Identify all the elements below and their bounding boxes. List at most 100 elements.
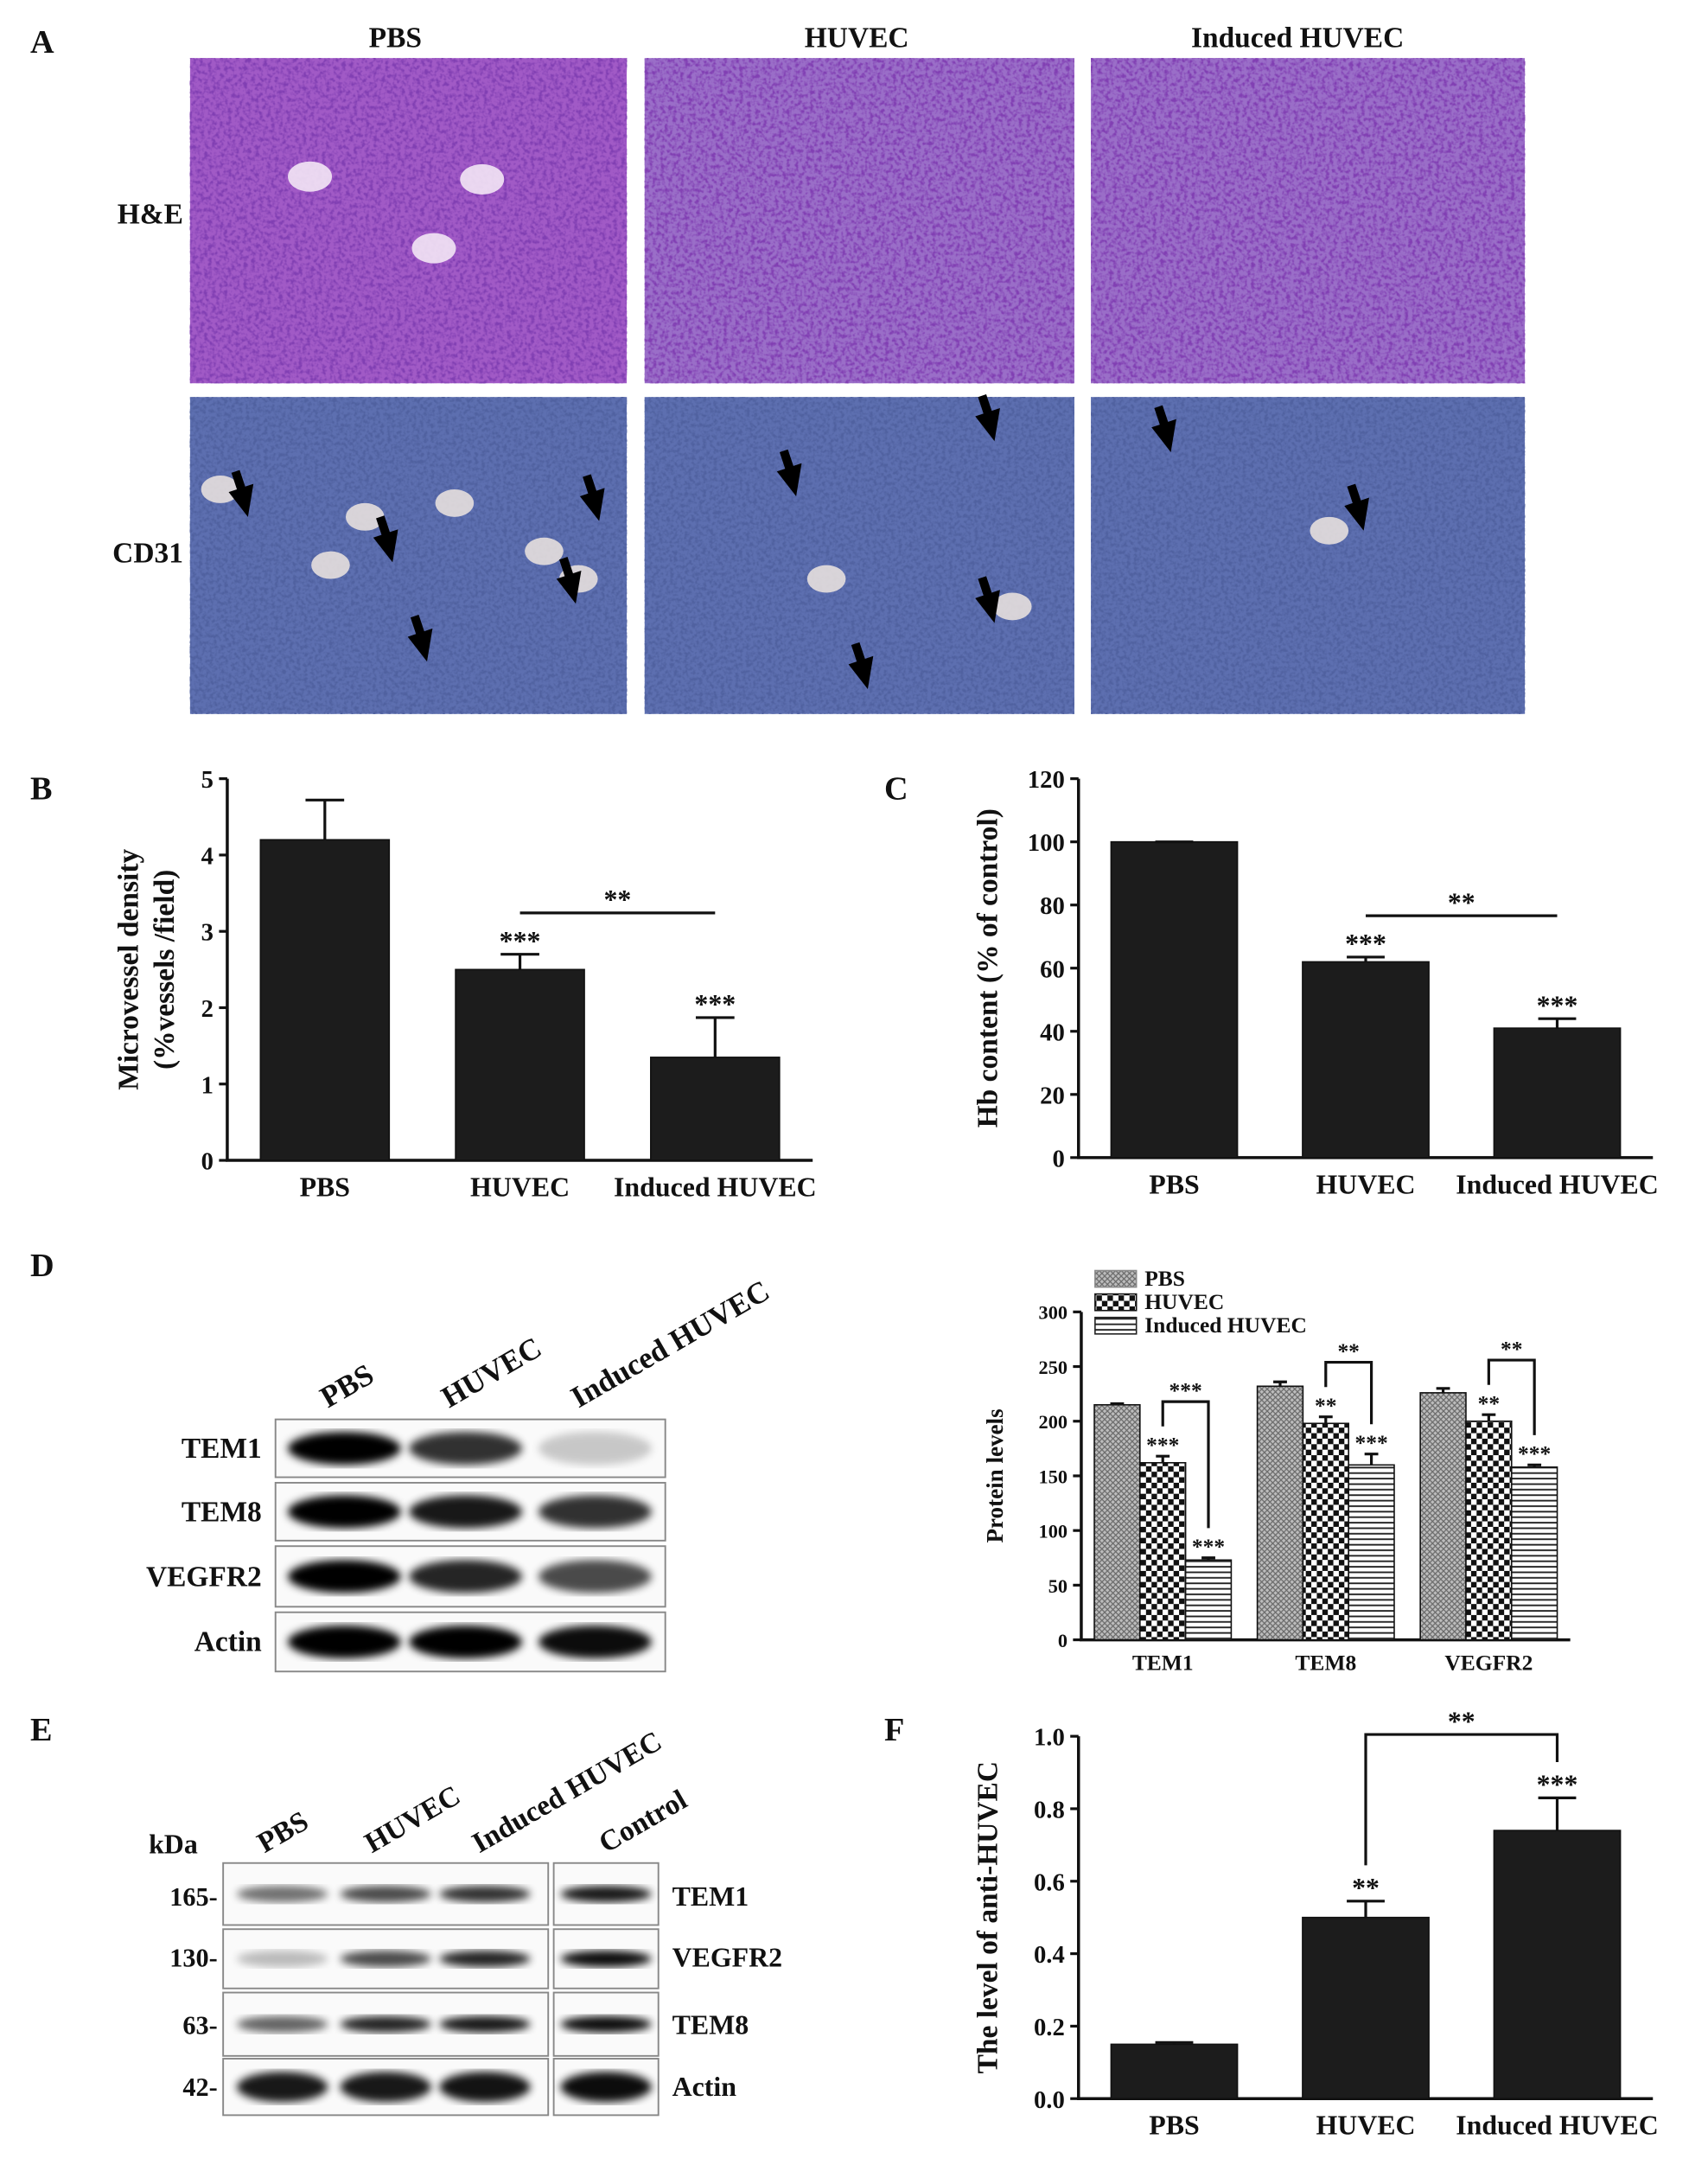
protein-label: TEM8 bbox=[182, 1497, 262, 1529]
y-axis-label: Microvessel density bbox=[112, 849, 144, 1090]
bar bbox=[1302, 1916, 1430, 2100]
bar bbox=[1348, 1464, 1395, 1641]
y-tick-label: 0.0 bbox=[1034, 2086, 1065, 2114]
x-tick-label: PBS bbox=[300, 1172, 350, 1202]
y-tick-label: 80 bbox=[1040, 892, 1065, 920]
blot-band bbox=[237, 1886, 328, 1903]
blot-band bbox=[237, 2015, 328, 2033]
micrograph-texture bbox=[1091, 397, 1526, 714]
blot-band bbox=[288, 1560, 401, 1593]
y-tick-label: 100 bbox=[1039, 1521, 1068, 1542]
x-tick-label: PBS bbox=[1149, 2111, 1199, 2141]
bar bbox=[1110, 2043, 1239, 2100]
arrow bbox=[848, 642, 874, 690]
unit-label: kDa bbox=[149, 1830, 198, 1860]
blot-band bbox=[288, 1625, 401, 1659]
panel-label: E bbox=[30, 1712, 53, 1748]
significance: *** bbox=[1345, 929, 1386, 959]
blot-band bbox=[340, 2072, 431, 2103]
arrow bbox=[556, 557, 582, 604]
bar bbox=[455, 968, 585, 1161]
significance: ** bbox=[604, 885, 632, 915]
error-bar bbox=[1482, 1413, 1496, 1421]
error-bar bbox=[500, 953, 539, 970]
error-bar bbox=[1538, 1796, 1577, 1831]
vessel-lumen bbox=[992, 592, 1032, 621]
legend-swatch bbox=[1094, 1316, 1138, 1335]
arrow bbox=[1344, 483, 1369, 531]
y-tick-label: 200 bbox=[1039, 1411, 1068, 1433]
significance-bracket bbox=[1161, 1400, 1210, 1529]
protein-label: VEGFR2 bbox=[672, 1942, 782, 1972]
y-tick-label: 20 bbox=[1040, 1082, 1065, 1109]
vessel-lumen bbox=[311, 551, 350, 579]
lane-label: Induced HUVEC bbox=[565, 1274, 775, 1415]
error-bar bbox=[1110, 1402, 1125, 1406]
y-tick-label: 0.6 bbox=[1034, 1868, 1065, 1896]
blot-band bbox=[288, 1495, 401, 1529]
legend-swatch bbox=[1094, 1293, 1138, 1312]
tissue-gap bbox=[411, 233, 456, 264]
blot-band bbox=[409, 1431, 522, 1466]
blots bbox=[222, 1418, 666, 2117]
bar bbox=[650, 1057, 781, 1161]
significance: ** bbox=[1315, 1393, 1336, 1418]
blot-band bbox=[539, 1560, 652, 1593]
row-label: CD31 bbox=[112, 537, 183, 569]
row-label: H&E bbox=[118, 198, 183, 230]
panel-label: F bbox=[884, 1712, 904, 1748]
error-bar bbox=[1201, 1556, 1215, 1561]
y-tick-label: 0.8 bbox=[1034, 1796, 1065, 1823]
blot-band bbox=[560, 1886, 652, 1903]
bar bbox=[1465, 1420, 1513, 1641]
arrow bbox=[579, 474, 605, 521]
y-tick-label: 0.4 bbox=[1034, 1941, 1065, 1969]
lane-label: Control bbox=[594, 1784, 693, 1859]
x-tick-label: Induced HUVEC bbox=[614, 1172, 817, 1202]
lane-label: HUVEC bbox=[360, 1779, 466, 1859]
arrow bbox=[373, 515, 398, 563]
marker-label: 165- bbox=[169, 1882, 217, 1912]
y-tick-label: 1 bbox=[201, 1071, 214, 1099]
significance: ** bbox=[1501, 1336, 1522, 1361]
significance: *** bbox=[1537, 990, 1578, 1020]
x-tick-label: HUVEC bbox=[1316, 1169, 1415, 1199]
legend-label: PBS bbox=[1144, 1266, 1185, 1291]
column-label: PBS bbox=[369, 22, 422, 54]
bar bbox=[1184, 1559, 1233, 1641]
blot-band bbox=[560, 2072, 652, 2103]
significance: ** bbox=[1337, 1338, 1359, 1364]
y-tick-label: 60 bbox=[1040, 955, 1065, 983]
marker-label: 42- bbox=[182, 2072, 217, 2102]
bar bbox=[1510, 1466, 1558, 1641]
blot-band bbox=[340, 1950, 431, 1968]
blot-band bbox=[539, 1625, 652, 1659]
x-tick-label: HUVEC bbox=[470, 1172, 570, 1202]
y-axis-label: Protein levels bbox=[982, 1408, 1008, 1542]
y-tick-label: 120 bbox=[1028, 766, 1065, 794]
y-tick-label: 50 bbox=[1048, 1575, 1068, 1597]
y-tick-label: 0 bbox=[1052, 1145, 1064, 1172]
vessel-lumen bbox=[345, 502, 385, 531]
arrow bbox=[776, 449, 802, 496]
micrograph-texture bbox=[644, 58, 1074, 384]
blot-band bbox=[560, 1950, 652, 1968]
bar bbox=[1110, 840, 1239, 1159]
significance: *** bbox=[694, 989, 736, 1019]
significance: *** bbox=[1146, 1432, 1179, 1457]
blot-band bbox=[439, 2015, 531, 2033]
y-tick-label: 150 bbox=[1039, 1466, 1068, 1487]
panel-label: C bbox=[884, 771, 908, 808]
y-tick-label: 3 bbox=[201, 919, 214, 947]
micrograph-texture bbox=[189, 58, 628, 384]
significance-bracket bbox=[1364, 1733, 1559, 1866]
panel-label: D bbox=[30, 1248, 54, 1284]
lane-label: PBS bbox=[315, 1357, 379, 1415]
bar bbox=[259, 839, 391, 1161]
x-tick-label: PBS bbox=[1149, 1169, 1199, 1199]
error-bar bbox=[1155, 2040, 1194, 2045]
y-tick-label: 1.0 bbox=[1034, 1724, 1065, 1752]
significance: ** bbox=[1448, 1706, 1475, 1736]
x-tick-label: HUVEC bbox=[1316, 2111, 1415, 2141]
